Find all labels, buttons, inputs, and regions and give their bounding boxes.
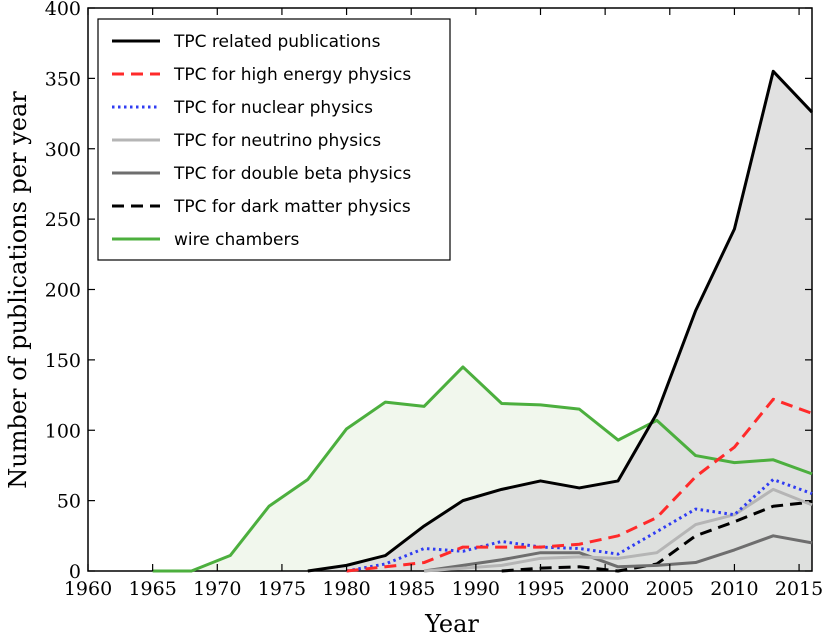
series-line-1 [346,397,813,573]
y-tick-label: 300 [45,139,81,161]
y-tick-label: 0 [69,561,81,583]
x-axis-label: Year [424,610,479,638]
y-tick-label: 150 [45,350,81,372]
legend-label: TPC related publications [173,32,381,52]
x-tick-label: 2010 [710,578,758,600]
x-tick-label: 1960 [64,578,112,600]
y-tick-label: 400 [45,0,81,20]
series-line-4 [423,534,813,573]
x-tick-label: 2015 [775,578,823,600]
y-tick-label: 250 [45,209,81,231]
legend-label: TPC for high energy physics [173,65,411,85]
y-axis-label: Number of publications per year [4,91,32,489]
x-tick-label: 1970 [193,578,241,600]
series-line-0 [307,69,814,573]
legend-label: wire chambers [174,230,299,250]
series-lines [152,69,814,573]
x-tick-label: 2005 [646,578,694,600]
legend-label: TPC for double beta physics [173,164,411,184]
series-line-3 [424,487,813,573]
y-tick-label: 350 [45,68,81,90]
legend-label: TPC for neutrino physics [173,131,381,151]
x-tick-label: 2000 [581,578,629,600]
x-tick-label: 1975 [258,578,306,600]
axis-ticks: 1960 1965 1970 1975 1980 1985 1990 1995 2000 2005… [45,0,824,600]
y-tick-label: 200 [45,280,81,302]
x-tick-label: 1995 [516,578,564,600]
y-tick-label: 50 [57,491,81,513]
x-tick-label: 1985 [387,578,435,600]
legend: TPC related publications TPC for high ene… [97,18,451,261]
series-line-6 [152,365,813,573]
x-tick-label: 1980 [322,578,370,600]
x-tick-label: 1965 [128,578,176,600]
x-tick-label: 1990 [452,578,500,600]
legend-label: TPC for dark matter physics [173,197,411,217]
legend-label: TPC for nuclear physics [173,98,373,118]
y-tick-label: 100 [45,420,81,442]
